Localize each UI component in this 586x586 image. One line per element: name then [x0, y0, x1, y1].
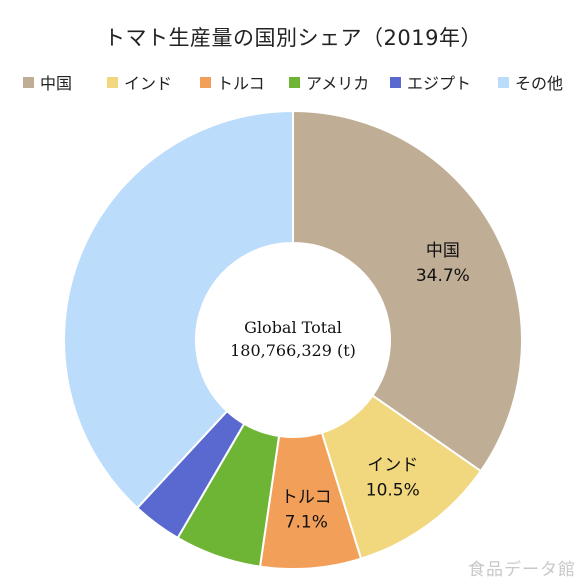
watermark-logo: 食品データ館 [468, 560, 576, 580]
slice-label-value-turkey: 7.1% [285, 512, 328, 532]
legend-label-turkey: トルコ [217, 74, 265, 93]
legend-item-turkey: トルコ [200, 70, 265, 94]
legend-swatch-india [107, 76, 118, 88]
slice-label-name-china: 中国 [426, 241, 460, 261]
legend-item-china: 中国 [23, 70, 72, 94]
legend-item-usa: アメリカ [289, 70, 369, 94]
legend-item-egypt: エジプト [390, 70, 471, 94]
legend-label-other: その他 [515, 74, 564, 93]
donut-slice-china [292, 109, 523, 473]
legend-swatch-egypt [390, 76, 401, 88]
chart-title: トマト生産量の国別シェア（2019年） [104, 26, 482, 50]
legend-label-egypt: エジプト [407, 74, 472, 93]
slice-labels: 中国 34.7% インド 10.5% トルコ 7.1% [281, 241, 470, 533]
legend-item-india: インド [107, 70, 172, 94]
center-label-title: Global Total [244, 318, 342, 337]
legend-swatch-turkey [200, 76, 211, 88]
slice-label-name-india: インド [367, 455, 418, 475]
legend-label-india: インド [124, 74, 173, 93]
legend-swatch-china [23, 76, 34, 88]
slice-label-name-turkey: トルコ [281, 487, 332, 507]
legend-item-other: その他 [498, 70, 563, 94]
donut-slices [63, 109, 523, 570]
center-label-total: 180,766,329 (t) [230, 341, 356, 360]
donut-slice-other [63, 109, 294, 510]
legend-label-china: 中国 [40, 74, 73, 93]
slice-label-value-china: 34.7% [416, 266, 470, 286]
legend-label-usa: アメリカ [306, 74, 370, 93]
slice-label-value-india: 10.5% [366, 480, 420, 500]
legend-swatch-usa [289, 76, 300, 88]
chart-legend: 中国 インド トルコ アメリカ エジプト その他 [0, 70, 586, 94]
legend-swatch-other [498, 76, 509, 88]
